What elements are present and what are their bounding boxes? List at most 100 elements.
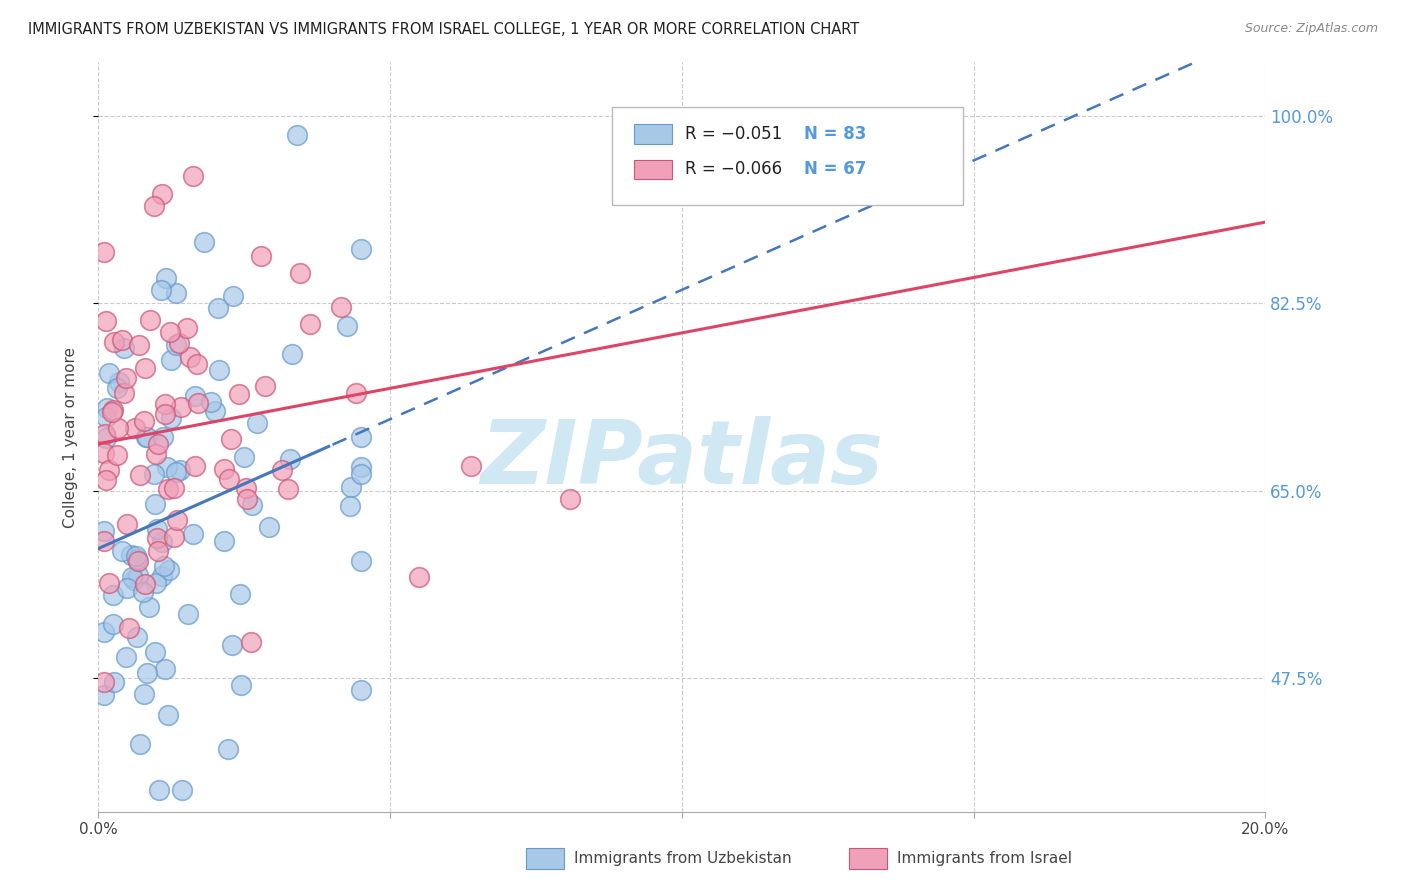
Point: [340, 480, 363, 494]
Point: [228, 386, 250, 401]
Point: [221, 638, 243, 652]
Point: [207, 301, 229, 315]
Point: [121, 570, 143, 584]
Point: [128, 467, 150, 482]
Point: [208, 363, 231, 377]
Point: [142, 199, 165, 213]
Point: [127, 568, 149, 582]
Point: [152, 430, 174, 444]
Point: [212, 533, 235, 548]
Point: [94, 473, 117, 487]
Point: [127, 554, 149, 568]
Point: [136, 430, 159, 444]
Point: [350, 459, 373, 474]
Point: [233, 450, 256, 464]
Text: N = 83: N = 83: [804, 125, 866, 143]
Point: [217, 742, 239, 756]
Point: [222, 288, 245, 302]
Point: [107, 381, 129, 395]
Point: [259, 520, 281, 534]
Point: [150, 534, 173, 549]
Point: [134, 577, 156, 591]
Y-axis label: College, 1 year or more: College, 1 year or more: [63, 347, 77, 527]
Point: [136, 666, 159, 681]
Point: [148, 437, 170, 451]
Text: IMMIGRANTS FROM UZBEKISTAN VS IMMIGRANTS FROM ISRAEL COLLEGE, 1 YEAR OR MORE COR: IMMIGRANTS FROM UZBEKISTAN VS IMMIGRANTS…: [28, 22, 859, 37]
Point: [149, 283, 172, 297]
Point: [131, 584, 153, 599]
Point: [288, 266, 311, 280]
Point: [460, 458, 482, 473]
Point: [93, 426, 115, 441]
Text: Immigrants from Israel: Immigrants from Israel: [897, 851, 1071, 865]
Text: R = −0.051: R = −0.051: [685, 125, 782, 143]
Point: [146, 523, 169, 537]
Point: [103, 589, 125, 603]
Point: [120, 549, 142, 563]
Text: Immigrants from Uzbekistan: Immigrants from Uzbekistan: [574, 851, 792, 865]
Point: [165, 338, 187, 352]
Point: [285, 128, 308, 142]
Point: [115, 517, 138, 532]
Point: [103, 675, 125, 690]
Point: [240, 498, 263, 512]
Point: [277, 482, 299, 496]
Point: [165, 465, 187, 479]
Point: [94, 432, 117, 446]
Point: [97, 576, 120, 591]
Point: [249, 249, 271, 263]
Point: [344, 386, 367, 401]
Point: [193, 235, 215, 249]
Point: [93, 534, 115, 549]
Point: [177, 607, 200, 622]
Point: [108, 375, 131, 389]
Point: [219, 433, 242, 447]
Point: [93, 624, 115, 639]
Point: [350, 683, 373, 698]
Point: [94, 314, 117, 328]
Point: [167, 336, 190, 351]
Point: [127, 630, 149, 644]
Point: [124, 420, 146, 434]
Point: [350, 242, 373, 256]
Point: [145, 446, 167, 460]
Point: [93, 245, 115, 260]
Point: [160, 353, 183, 368]
Point: [96, 401, 118, 415]
Point: [184, 459, 207, 474]
Point: [350, 467, 373, 482]
Point: [135, 430, 157, 444]
Point: [122, 573, 145, 587]
Point: [127, 551, 149, 566]
Point: [254, 378, 277, 392]
Point: [93, 688, 115, 702]
Text: R = −0.066: R = −0.066: [685, 161, 782, 178]
Text: ZIPatlas: ZIPatlas: [481, 416, 883, 503]
Point: [176, 320, 198, 334]
Point: [246, 416, 269, 430]
Point: [97, 366, 120, 380]
Point: [229, 587, 252, 601]
Point: [155, 271, 177, 285]
Point: [408, 570, 430, 584]
Point: [103, 335, 125, 350]
Point: [93, 675, 115, 690]
Point: [146, 544, 169, 558]
Point: [350, 553, 373, 567]
Point: [329, 300, 352, 314]
Point: [218, 472, 240, 486]
Text: N = 67: N = 67: [804, 161, 866, 178]
Point: [100, 405, 122, 419]
Point: [125, 549, 148, 563]
Point: [200, 395, 222, 409]
Point: [179, 350, 201, 364]
Point: [112, 341, 135, 355]
Point: [159, 325, 181, 339]
Point: [145, 531, 167, 545]
Point: [148, 783, 170, 797]
Point: [143, 497, 166, 511]
Point: [350, 430, 373, 444]
Point: [184, 389, 207, 403]
Point: [115, 371, 138, 385]
Point: [163, 481, 186, 495]
